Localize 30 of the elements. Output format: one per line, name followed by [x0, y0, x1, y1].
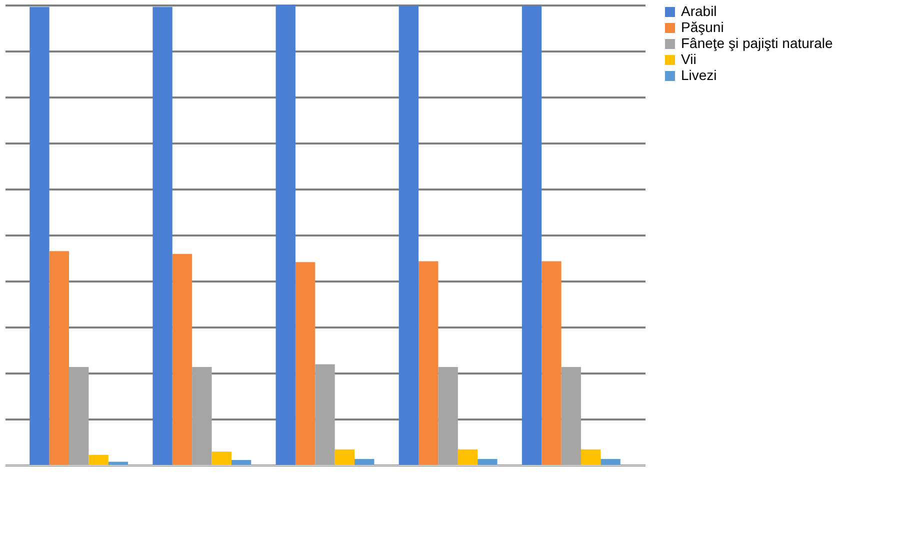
- bar: [276, 5, 296, 465]
- bar: [478, 459, 498, 465]
- bar: [108, 462, 128, 465]
- legend-label: Livezi: [681, 67, 717, 83]
- bar: [152, 6, 172, 465]
- legend-label: Vii: [681, 51, 696, 67]
- bar: [438, 367, 458, 465]
- bar: [315, 364, 335, 465]
- bar: [398, 6, 419, 465]
- legend-label: Fâneţe şi pajişti naturale: [681, 35, 833, 51]
- bar: [522, 6, 542, 465]
- bar: [458, 449, 478, 465]
- bar: [542, 261, 562, 465]
- bar: [295, 262, 316, 465]
- bar: [212, 452, 232, 465]
- bar: [172, 254, 192, 465]
- bar: [418, 261, 438, 465]
- bar: [88, 454, 108, 465]
- bar: [49, 251, 69, 465]
- bar: [69, 367, 89, 465]
- legend-label: Păşuni: [681, 19, 724, 35]
- bar: [334, 449, 355, 465]
- bar: [231, 460, 252, 465]
- bar: [581, 449, 601, 465]
- bar: [30, 6, 50, 465]
- legend-label: Arabil: [681, 3, 717, 19]
- bar: [600, 459, 620, 465]
- bar: [192, 367, 212, 465]
- bar: [561, 367, 581, 465]
- bar: [354, 459, 374, 465]
